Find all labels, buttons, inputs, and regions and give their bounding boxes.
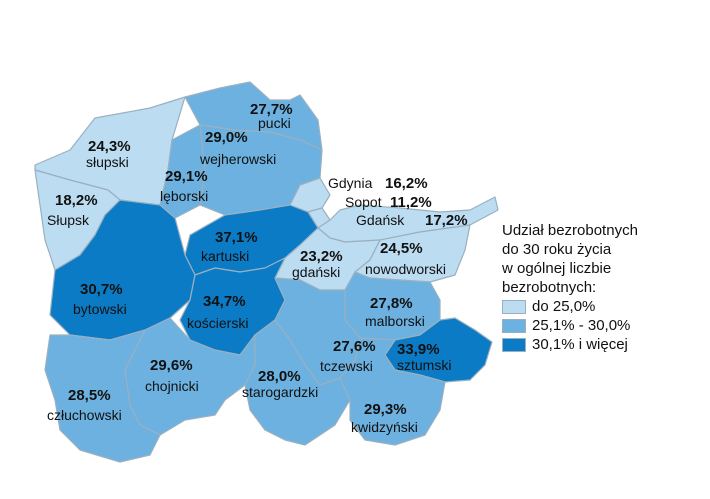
name-slupski: słupski xyxy=(86,154,129,170)
value-gdansk: 17,2% xyxy=(425,212,468,229)
legend-label: 25,1% - 30,0% xyxy=(532,317,631,334)
name-koscierski: kościerski xyxy=(187,315,248,331)
value-leborski: 29,1% xyxy=(165,168,208,185)
value-kartuski: 37,1% xyxy=(215,229,258,246)
name-kwidzynski: kwidzyński xyxy=(351,419,418,435)
name-wejherowski: wejherowski xyxy=(199,151,276,167)
name-bytowski: bytowski xyxy=(73,301,127,317)
name-chojnicki: chojnicki xyxy=(145,378,199,394)
legend-title: Udział bezrobotnych do 30 roku życia w o… xyxy=(502,221,702,297)
name-gdanski: gdański xyxy=(292,264,340,280)
legend-item-light: do 25,0% xyxy=(502,297,702,316)
value-pucki: 27,7% xyxy=(250,101,293,118)
value-czluchowski: 28,5% xyxy=(68,387,111,404)
value-sopot: 11,2% xyxy=(390,194,432,211)
name-leborski: lęborski xyxy=(160,188,208,204)
value-slupsk: 18,2% xyxy=(55,192,98,209)
name-malborski: malborski xyxy=(365,313,425,329)
name-kartuski: kartuski xyxy=(201,248,249,264)
legend: Udział bezrobotnych do 30 roku życia w o… xyxy=(502,221,702,354)
value-bytowski: 30,7% xyxy=(80,281,123,298)
region-leborski[interactable] xyxy=(159,124,206,219)
name-pucki: pucki xyxy=(258,115,291,131)
value-slupski: 24,3% xyxy=(88,138,131,155)
name-czluchowski: człuchowski xyxy=(47,407,122,423)
legend-swatch xyxy=(502,318,526,333)
name-gdansk: Gdańsk xyxy=(356,212,405,228)
name-gdynia: Gdynia xyxy=(328,175,373,191)
region-kwidzynski[interactable] xyxy=(339,337,446,446)
value-malborski: 27,8% xyxy=(370,295,413,312)
value-kwidzynski: 29,3% xyxy=(364,401,407,418)
value-nowodworski: 24,5% xyxy=(380,240,423,257)
name-sopot: Sopot xyxy=(345,194,382,210)
value-tczewski: 27,6% xyxy=(333,338,376,355)
value-gdanski: 23,2% xyxy=(300,248,343,265)
legend-swatch xyxy=(502,337,526,352)
name-slupsk: Słupsk xyxy=(47,212,90,228)
value-sztumski: 33,9% xyxy=(397,341,440,358)
name-tczewski: tczewski xyxy=(320,358,373,374)
value-chojnicki: 29,6% xyxy=(150,357,193,374)
legend-item-dark: 30,1% i więcej xyxy=(502,335,702,354)
region-czluchowski[interactable] xyxy=(44,329,161,463)
region-starogardzki[interactable] xyxy=(244,319,351,446)
legend-title-line: do 30 roku życia xyxy=(502,241,612,258)
value-starogardzki: 28,0% xyxy=(258,368,301,385)
legend-title-line: w ogólnej liczbie xyxy=(502,260,612,277)
legend-item-medium: 25,1% - 30,0% xyxy=(502,316,702,335)
legend-label: 30,1% i więcej xyxy=(532,336,628,353)
name-starogardzki: starogardzki xyxy=(242,384,318,400)
name-nowodworski: nowodworski xyxy=(365,261,446,277)
legend-title-line: Udział bezrobotnych xyxy=(502,222,638,239)
value-wejherowski: 29,0% xyxy=(205,129,248,146)
region-labels: 27,7% pucki 24,3% słupski 29,0% wejherow… xyxy=(47,101,468,435)
legend-label: do 25,0% xyxy=(532,298,596,315)
value-koscierski: 34,7% xyxy=(203,293,246,310)
value-gdynia: 16,2% xyxy=(385,175,428,192)
region-shapes xyxy=(34,81,499,463)
legend-title-line: bezrobotnych: xyxy=(502,279,597,296)
legend-swatch xyxy=(502,299,526,314)
name-sztumski: sztumski xyxy=(397,357,451,373)
